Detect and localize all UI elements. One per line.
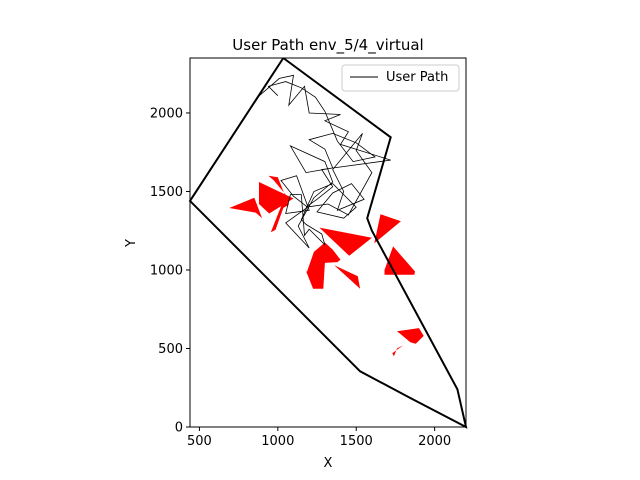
y-axis-label: Y <box>124 239 139 248</box>
y-tick-label-1000: 1000 <box>150 263 183 278</box>
obstacle-5 <box>305 242 341 289</box>
legend: User Path <box>341 64 460 92</box>
chart-title: User Path env_5/4_virtual <box>232 36 423 55</box>
obstacle-6 <box>334 265 361 289</box>
boundary-outline <box>188 57 468 429</box>
y-axis: 0 500 1000 1500 2000 <box>150 106 190 436</box>
obstacle-2 <box>259 182 294 214</box>
x-axis-label: X <box>324 456 333 471</box>
obstacle-10 <box>397 328 424 344</box>
y-tick-label-2000: 2000 <box>150 106 183 121</box>
x-tick-label-1500: 1500 <box>340 434 373 449</box>
plot-frame <box>189 57 467 428</box>
x-tick-label-500: 500 <box>187 434 212 449</box>
obstacle-4 <box>268 175 289 233</box>
x-axis: 500 1000 1500 2000 <box>187 427 451 449</box>
y-tick-label-0: 0 <box>175 421 183 436</box>
legend-box <box>341 64 460 92</box>
obstacle-11 <box>392 345 404 357</box>
x-tick-label-2000: 2000 <box>418 434 451 449</box>
obstacle-3 <box>262 184 283 193</box>
obstacle-7 <box>319 227 372 256</box>
legend-label-user-path: User Path <box>386 70 448 85</box>
y-tick-label-500: 500 <box>158 342 183 357</box>
y-tick-label-1500: 1500 <box>150 185 183 200</box>
series-user-path <box>257 57 391 249</box>
plot-area <box>188 57 468 429</box>
obstacle-1 <box>229 197 263 219</box>
obstacle-8 <box>374 214 401 244</box>
x-tick-label-1000: 1000 <box>261 434 294 449</box>
